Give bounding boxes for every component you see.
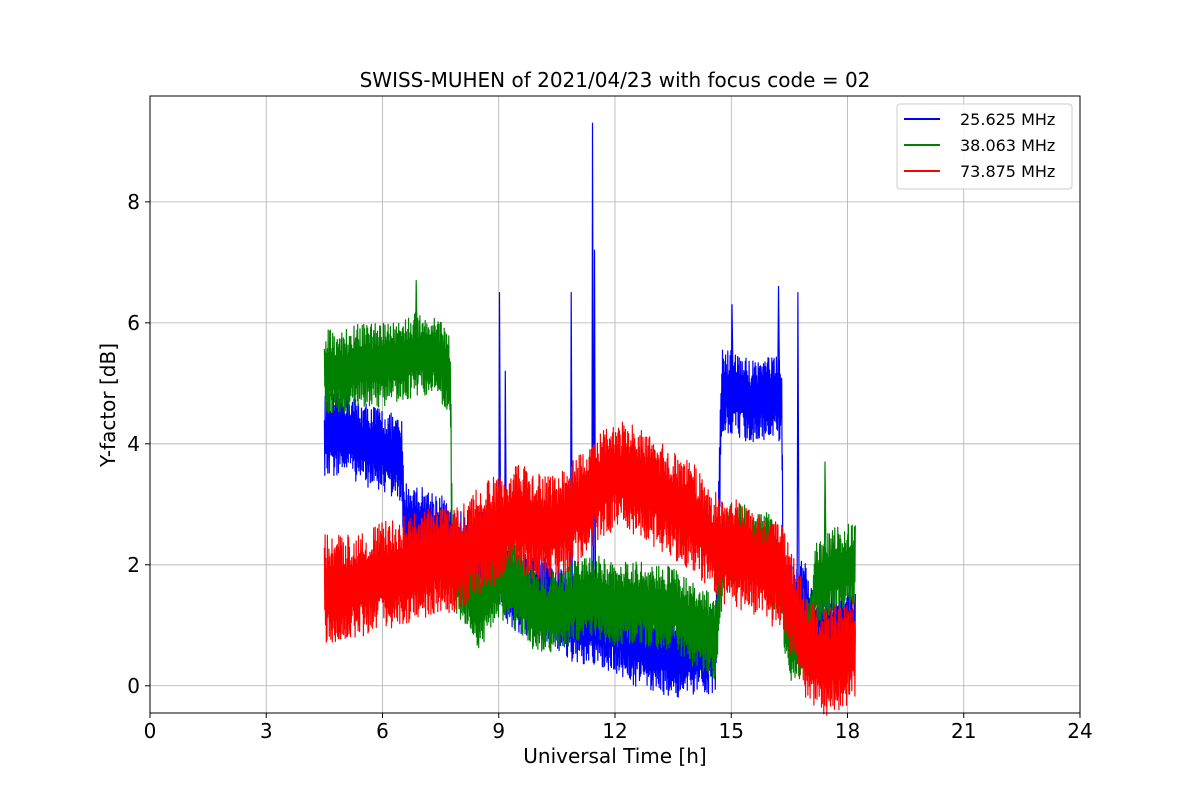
chart-title: SWISS-MUHEN of 2021/04/23 with focus cod…: [360, 68, 871, 92]
legend-box: [896, 103, 1073, 190]
y-axis: 0 2 4 6 8: [127, 190, 150, 698]
y-tick-label: 0: [127, 674, 140, 698]
x-tick-label: 0: [144, 719, 157, 743]
x-tick-label: 3: [260, 719, 273, 743]
y-tick-label: 6: [127, 311, 140, 335]
legend: 25.625 MHz 38.063 MHz 73.875 MHz: [896, 103, 1073, 190]
x-tick-label: 12: [602, 719, 627, 743]
x-tick-label: 9: [492, 719, 505, 743]
x-axis-label: Universal Time [h]: [523, 744, 706, 768]
x-tick-label: 15: [719, 719, 744, 743]
x-axis: 0 3 6 9 12 15 18 21 24: [144, 713, 1093, 743]
x-tick-label: 24: [1067, 719, 1092, 743]
y-axis-label: Y-factor [dB]: [96, 343, 120, 468]
legend-label: 73.875 MHz: [960, 162, 1055, 181]
x-tick-label: 18: [835, 719, 860, 743]
y-tick-label: 8: [127, 190, 140, 214]
legend-label: 25.625 MHz: [960, 110, 1055, 129]
x-tick-label: 21: [951, 719, 976, 743]
legend-label: 38.063 MHz: [960, 136, 1055, 155]
y-tick-label: 2: [127, 553, 140, 577]
series-line-3: [323, 421, 856, 716]
plot-area: [323, 122, 856, 716]
y-tick-label: 4: [127, 432, 140, 456]
x-tick-label: 6: [376, 719, 389, 743]
